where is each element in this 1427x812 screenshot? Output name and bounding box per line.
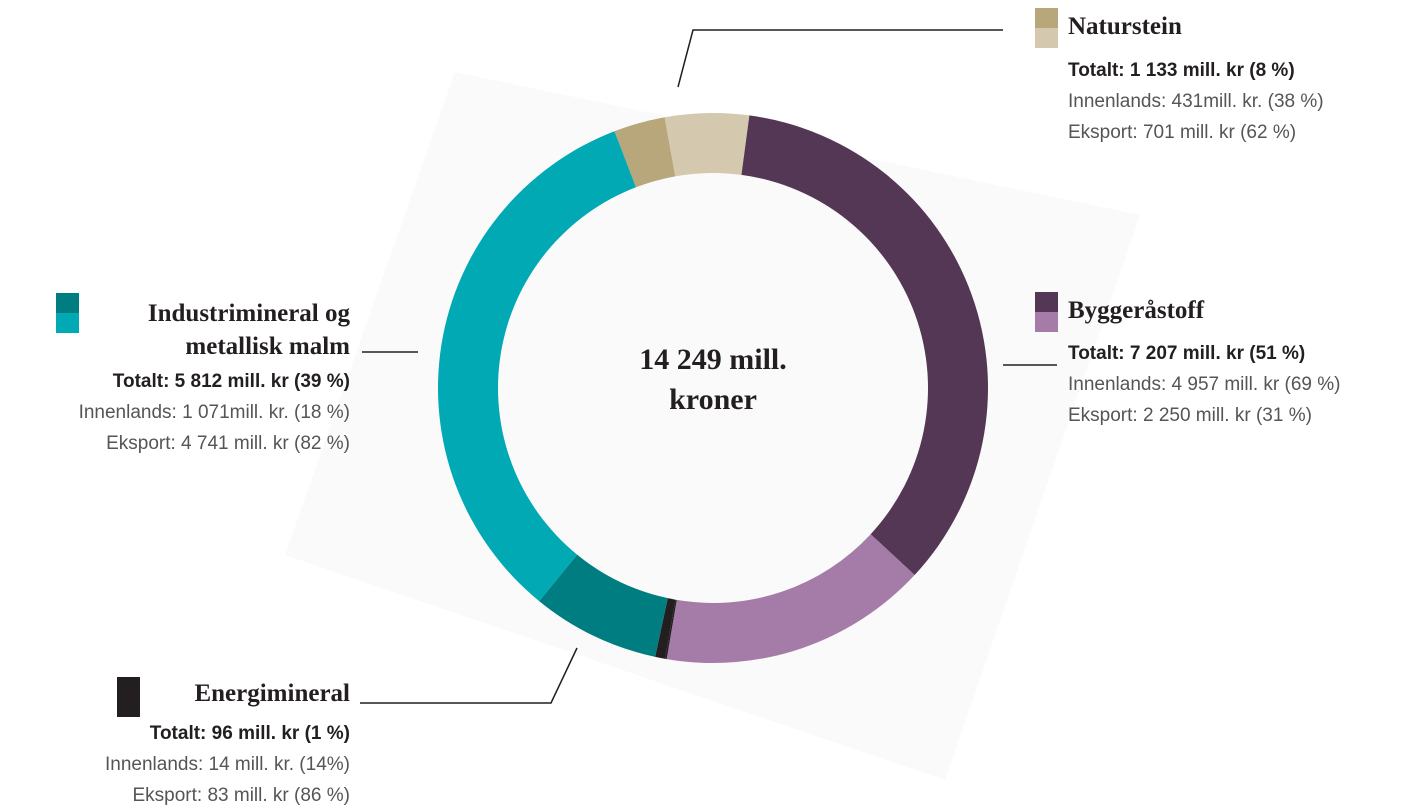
- donut-slice: [664, 112, 750, 177]
- donut-slice: [539, 554, 668, 657]
- leader-line: [677, 29, 1003, 88]
- domestic-label: Innenlands: 14 mill. kr. (14%): [104, 754, 350, 775]
- export-label: Eksport: 701 mill. kr (62 %): [1068, 122, 1297, 143]
- legend-swatch: [56, 313, 79, 333]
- legend-swatch: [1035, 8, 1058, 28]
- total-label: Totalt: 5 812 mill. kr (39 %): [112, 371, 350, 392]
- export-label: Eksport: 4 741 mill. kr (82 %): [106, 433, 350, 454]
- domestic-label: Innenlands: 4 957 mill. kr (69 %): [1068, 374, 1341, 395]
- export-label: Eksport: 2 250 mill. kr (31 %): [1068, 405, 1312, 426]
- donut-slice: [655, 598, 676, 659]
- backdrop: [285, 72, 1140, 780]
- group-title: Byggeråstoff: [1068, 297, 1205, 324]
- domestic-label: Innenlands: 431mill. kr. (38 %): [1068, 91, 1324, 112]
- leaders: [360, 29, 1057, 704]
- donut-slice: [614, 117, 676, 188]
- total-label: Totalt: 1 133 mill. kr (8 %): [1068, 60, 1295, 81]
- leader-line: [360, 647, 578, 704]
- center-label: 14 249 mill. kroner: [639, 343, 787, 416]
- group-title: Industrimineral og metallisk malm: [147, 300, 350, 360]
- donut-slice: [664, 599, 677, 660]
- legend-swatch: [117, 697, 140, 717]
- total-label: Totalt: 7 207 mill. kr (51 %): [1068, 343, 1306, 364]
- domestic-label: Innenlands: 1 071mill. kr. (18 %): [78, 402, 350, 423]
- legend-swatch: [117, 677, 140, 697]
- legend-swatch: [56, 293, 79, 313]
- legend-swatch: [1035, 292, 1058, 312]
- export-label: Eksport: 83 mill. kr (86 %): [132, 785, 351, 806]
- donut-slice: [666, 534, 915, 663]
- group-title: Naturstein: [1068, 13, 1182, 40]
- legend-swatch: [1035, 312, 1058, 332]
- legend-swatch: [1035, 28, 1058, 48]
- donut-slice: [741, 115, 988, 576]
- group-title: Energimineral: [194, 680, 350, 707]
- donut-slice: [438, 131, 636, 602]
- total-label: Totalt: 96 mill. kr (1 %): [149, 723, 350, 744]
